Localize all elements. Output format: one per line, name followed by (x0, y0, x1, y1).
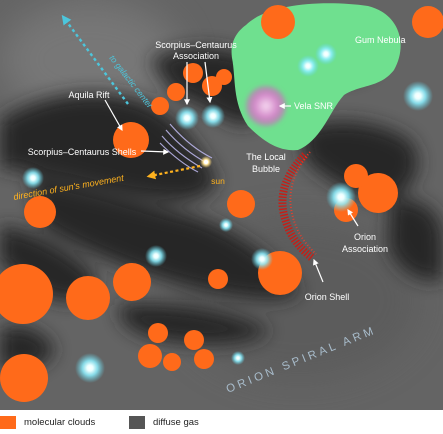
scocen-shells-label: Scorpius–Centaurus Shells (28, 147, 137, 157)
star (231, 351, 245, 365)
star (251, 248, 273, 270)
local-bubble-label-line2: Bubble (252, 164, 280, 174)
scocen-association-label-line2: Association (173, 51, 219, 61)
molecular-cloud (227, 190, 255, 218)
aquila-rift-pointer (104, 99, 123, 132)
molecular-cloud (412, 6, 443, 38)
vela-snr-label: Vela SNR (294, 101, 334, 111)
orion-shell-arc-inner (289, 151, 317, 255)
star (326, 182, 356, 212)
star (315, 43, 337, 65)
molecular-cloud (167, 83, 185, 101)
pointer-lines (104, 61, 359, 283)
molecular-cloud (358, 173, 398, 213)
scocen-pointer-right (204, 61, 213, 104)
legend-item-molecular-clouds: molecular clouds (0, 415, 95, 429)
molecular-cloud (208, 269, 228, 289)
galactic-neighborhood-map: to galactic center Scorpius–Centaurus As… (0, 0, 443, 410)
sun-movement-arrow (146, 164, 201, 180)
scocen-association-label-line1: Scorpius–Centaurus (155, 40, 237, 50)
orion-association-label-line1: Orion (354, 232, 376, 242)
scocen-shells-pointer (140, 148, 170, 155)
orion-shell-label: Orion Shell (305, 292, 350, 302)
molecular-cloud (24, 196, 56, 228)
molecular-cloud (183, 63, 203, 83)
young-stars (22, 43, 433, 383)
molecular-clouds-swatch (0, 415, 16, 429)
gum-nebula-label: Gum Nebula (355, 35, 406, 45)
star (219, 218, 233, 232)
star (75, 353, 105, 383)
sun-core (203, 159, 209, 165)
legend: molecular clouds diffuse gas (0, 410, 443, 434)
diffuse-gas-legend-label: diffuse gas (153, 416, 199, 428)
molecular-cloud (0, 354, 48, 402)
vela-snr-region (246, 86, 286, 126)
molecular-cloud (138, 344, 162, 368)
star (403, 81, 433, 111)
star (201, 104, 225, 128)
molecular-cloud (151, 97, 169, 115)
orion-association-label-line2: Association (342, 244, 388, 254)
molecular-cloud (163, 353, 181, 371)
molecular-cloud (0, 264, 53, 324)
star (22, 167, 44, 189)
sun-label: sun (211, 176, 225, 186)
aquila-rift-label: Aquila Rift (68, 90, 110, 100)
diffuse-gas-swatch (129, 415, 145, 429)
molecular-cloud (194, 349, 214, 369)
legend-item-diffuse-gas: diffuse gas (129, 415, 199, 429)
star (297, 55, 319, 77)
star (145, 245, 167, 267)
orion-association-pointer (347, 208, 359, 227)
local-bubble-label-line1: The Local (246, 152, 286, 162)
molecular-cloud (113, 263, 151, 301)
molecular-cloud (216, 69, 232, 85)
molecular-clouds-legend-label: molecular clouds (24, 416, 96, 428)
molecular-cloud (148, 323, 168, 343)
molecular-cloud (66, 276, 110, 320)
molecular-cloud (344, 164, 368, 188)
star (175, 106, 199, 130)
orion-shell-pointer (313, 258, 324, 283)
molecular-cloud (184, 330, 204, 350)
molecular-cloud (261, 5, 295, 39)
